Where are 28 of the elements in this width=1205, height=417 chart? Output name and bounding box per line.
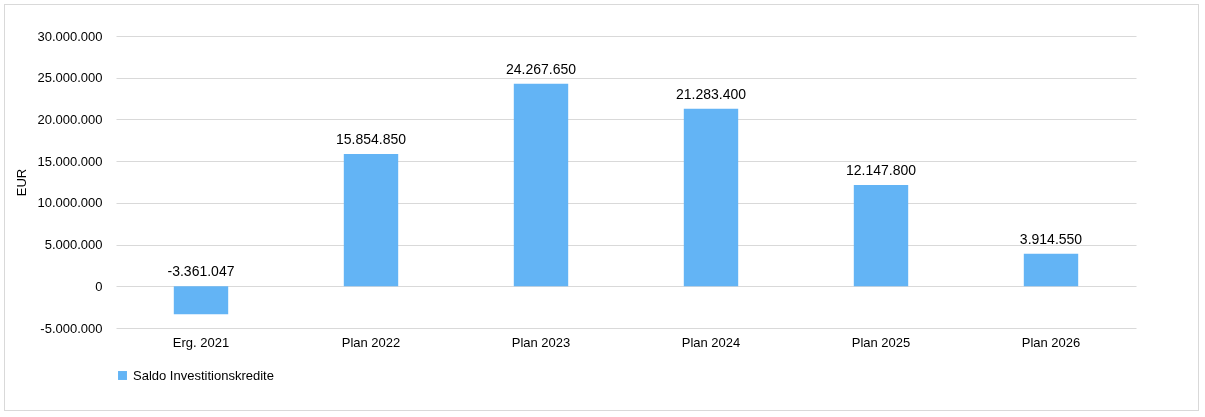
- data-label: 15.854.850: [335, 131, 407, 148]
- y-tick-label: 10.000.000: [37, 195, 103, 211]
- bar: [513, 83, 569, 287]
- bar: [683, 108, 739, 287]
- y-tick-label: -5.000.000: [40, 320, 103, 336]
- bar: [1023, 253, 1079, 287]
- y-tick-label: 30.000.000: [37, 28, 103, 44]
- x-tick-label: Erg. 2021: [172, 334, 230, 350]
- x-tick-label: Plan 2022: [341, 334, 401, 350]
- data-label: 21.283.400: [675, 85, 747, 102]
- x-tick-label: Plan 2024: [681, 334, 741, 350]
- bar: [173, 286, 229, 315]
- data-label: -3.361.047: [167, 263, 235, 280]
- x-tick-label: Plan 2023: [511, 334, 571, 350]
- data-label: 24.267.650: [505, 60, 577, 77]
- y-axis-title: EUR: [14, 168, 30, 197]
- y-tick-label: 5.000.000: [44, 237, 103, 253]
- x-tick-label: Plan 2026: [1021, 334, 1081, 350]
- data-label: 12.147.800: [845, 161, 917, 178]
- bar: [343, 154, 399, 287]
- x-tick-label: Plan 2025: [851, 334, 911, 350]
- y-tick-label: 25.000.000: [37, 70, 103, 86]
- y-tick-label: 0: [95, 278, 103, 294]
- bar: [853, 184, 909, 287]
- legend-label: Saldo Investitionskredite: [133, 367, 274, 383]
- y-tick-label: 15.000.000: [37, 153, 103, 169]
- y-tick-label: 20.000.000: [37, 111, 103, 127]
- data-label: 3.914.550: [1019, 230, 1083, 247]
